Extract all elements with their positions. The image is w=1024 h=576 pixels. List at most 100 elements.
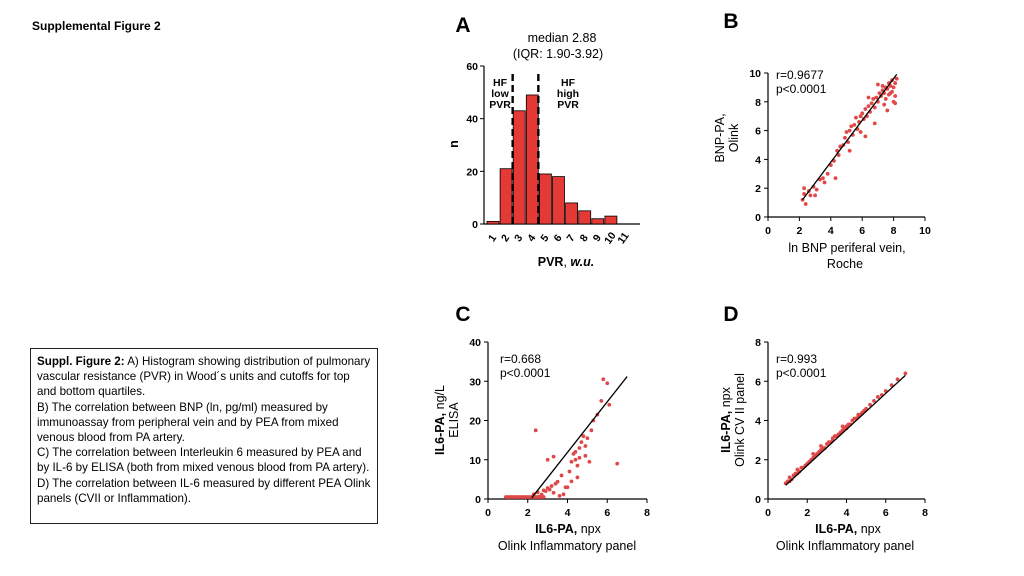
p-value: p<0.0001 xyxy=(776,366,827,380)
scatter-point xyxy=(581,434,586,439)
scatter-point xyxy=(551,454,556,459)
y-axis-label-line2: Olink CV II panel xyxy=(733,373,747,467)
x-tick-label: 8 xyxy=(891,225,897,237)
scatter-point xyxy=(872,121,877,126)
x-tick-label: 4 xyxy=(565,507,571,519)
scatter-point xyxy=(840,424,845,429)
scatter-point xyxy=(877,91,882,96)
scatter-point xyxy=(854,115,858,120)
histogram-title-iqr: (IQR: 1.90-3.92) xyxy=(513,47,603,61)
scatter-point xyxy=(852,122,857,127)
scatter-point xyxy=(545,457,550,462)
figure-title: Supplemental Figure 2 xyxy=(32,19,161,33)
x-axis-label-line2: Olink Inflammatory panel xyxy=(776,539,914,553)
scatter-point xyxy=(615,461,620,466)
y-tick-label: 8 xyxy=(755,97,761,109)
x-tick-label: 2 xyxy=(499,232,512,244)
scatter-point xyxy=(833,176,838,181)
x-tick-label: 6 xyxy=(859,225,865,237)
regression-line xyxy=(785,374,906,486)
caption-part-b: B) The correlation between BNP (ln, pg/m… xyxy=(37,400,339,445)
x-axis-label-line2: Roche xyxy=(827,257,863,271)
scatter-point xyxy=(573,450,578,454)
scatter-point xyxy=(903,371,908,376)
scatter-point xyxy=(891,85,896,90)
caption-part-a: A) Histogram showing distribution of pul… xyxy=(37,355,371,399)
y-tick-label: 0 xyxy=(475,494,481,506)
regression-line xyxy=(802,74,898,201)
y-tick-label: 4 xyxy=(755,416,761,428)
y-axis-label-line2: Olink xyxy=(727,123,741,152)
scatter-point xyxy=(895,377,900,382)
scatter-point xyxy=(549,484,554,488)
y-tick-label: 6 xyxy=(755,126,761,138)
scatter-point xyxy=(869,101,874,106)
y-tick-label: 2 xyxy=(755,183,761,195)
x-tick-label: 7 xyxy=(565,232,578,244)
scatter-point xyxy=(577,446,582,450)
x-tick-label: 4 xyxy=(525,232,538,244)
x-tick-label: 8 xyxy=(578,232,591,244)
scatter-point xyxy=(802,192,807,196)
histogram-bar xyxy=(539,173,552,225)
scatter-point xyxy=(813,193,817,198)
x-axis-label-line1: IL6-PA, npx xyxy=(535,522,602,536)
histogram-bar xyxy=(578,210,592,225)
scatter-point xyxy=(537,494,542,499)
scatter-point xyxy=(547,487,552,492)
x-axis-label: PVR, w.u. xyxy=(538,255,595,269)
x-tick-label: 2 xyxy=(804,507,810,519)
histogram-bar xyxy=(591,218,605,225)
p-value: p<0.0001 xyxy=(776,82,827,96)
scatter-point xyxy=(583,453,588,458)
scatter-point xyxy=(787,475,792,480)
scatter-point xyxy=(885,108,890,113)
x-tick-label: 0 xyxy=(485,507,491,519)
scatter-point xyxy=(821,176,825,181)
scatter-point xyxy=(587,459,592,464)
y-tick-label: 20 xyxy=(469,416,481,428)
scatter-point xyxy=(563,485,568,490)
scatter-point xyxy=(847,148,852,153)
y-axis-label-line1: IL6-PA, npx xyxy=(719,386,733,453)
scatter-point xyxy=(863,134,868,139)
scatter-point xyxy=(561,492,566,497)
x-tick-label: 2 xyxy=(525,507,531,519)
correlation-r: r=0.668 xyxy=(500,352,541,366)
scatter-point xyxy=(872,398,876,403)
x-tick-label: 11 xyxy=(615,230,631,246)
scatter-point xyxy=(569,459,574,464)
scatter-point xyxy=(819,444,823,448)
scatter-point xyxy=(583,444,588,448)
scatter-point xyxy=(889,383,894,388)
scatter-point xyxy=(868,402,872,407)
y-tick-label: 6 xyxy=(755,376,761,388)
correlation-r: r=0.993 xyxy=(776,352,817,366)
y-tick-label: 4 xyxy=(755,154,761,166)
scatter-point xyxy=(822,180,827,185)
y-tick-label: 40 xyxy=(466,114,478,126)
x-axis-label-line1: IL6-PA, npx xyxy=(815,522,882,536)
scatter-point xyxy=(882,102,887,107)
scatter-point xyxy=(585,436,590,441)
x-tick-label: 9 xyxy=(591,232,604,244)
scatter-point xyxy=(872,105,877,110)
x-tick-label: 6 xyxy=(551,232,564,244)
scatter-point xyxy=(808,193,813,198)
panel-label-a: A xyxy=(455,14,470,37)
x-tick-label: 10 xyxy=(919,225,931,237)
p-value: p<0.0001 xyxy=(500,366,551,380)
caption-lead: Suppl. Figure 2: xyxy=(37,355,125,368)
histogram-bar xyxy=(525,94,539,225)
y-tick-label: 10 xyxy=(469,455,481,467)
x-tick-label: 3 xyxy=(512,232,525,244)
scatter-point xyxy=(893,94,898,98)
x-tick-label: 6 xyxy=(883,507,889,519)
scatter-point xyxy=(876,82,880,87)
scatter-point xyxy=(888,91,893,96)
x-tick-label: 4 xyxy=(828,225,834,237)
scatter-point xyxy=(860,111,865,116)
scatter-point xyxy=(599,398,604,403)
scatter-point xyxy=(802,186,807,191)
scatter-point xyxy=(863,107,868,111)
